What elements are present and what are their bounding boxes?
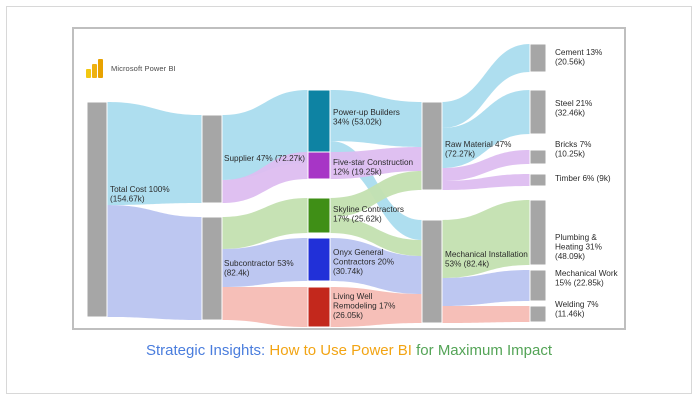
sankey-node-raw_material[interactable] [421, 101, 443, 191]
sankey-node-label-subcontractor: Subcontractor 53% (82.4k) [224, 259, 294, 278]
sankey-node-cement[interactable] [529, 43, 547, 73]
sankey-node-label-supplier: Supplier 47% (72.27k) [224, 154, 305, 163]
sankey-node-label-cement: Cement 13% (20.56k) [555, 48, 602, 67]
sankey-link-subcontractor__onyx[interactable] [222, 238, 308, 287]
sankey-node-label-steel: Steel 21% (32.46k) [555, 99, 592, 118]
sankey-node-bricks[interactable] [529, 149, 547, 165]
caption-segment-1: Strategic Insights: [146, 342, 266, 359]
sankey-node-label-onyx: Onyx General Contractors 20% (30.74k) [333, 248, 394, 276]
sankey-node-label-welding: Welding 7% (11.46k) [555, 300, 599, 319]
sankey-node-label-plumbing: Plumbing & Heating 31% (48.09k) [555, 233, 602, 261]
sankey-ribbon-layer [107, 44, 530, 327]
sankey-node-steel[interactable] [529, 89, 547, 135]
sankey-link-skyline__raw[interactable] [330, 171, 422, 217]
brand-label: Microsoft Power BI [111, 64, 176, 73]
sankey-link-supplier__fivestar[interactable] [222, 152, 308, 203]
sankey-node-label-fivestar: Five-star Construction 12% (19.25k) [333, 158, 414, 177]
caption-segment-3: for Maximum Impact [416, 342, 552, 359]
sankey-node-label-mech_work: Mechanical Work 15% (22.85k) [555, 269, 619, 288]
sankey-node-mech_work[interactable] [529, 269, 547, 302]
power-bi-brand: Microsoft Power BI [86, 59, 176, 78]
sankey-link-total_cost__supplier[interactable] [107, 102, 202, 205]
slide-caption: Strategic Insights: How to Use Power BI … [0, 342, 698, 359]
sankey-link-mech__plumbing[interactable] [442, 200, 530, 278]
sankey-node-label-mech_install: Mechanical Installation 53% (82.4k) [445, 250, 528, 269]
sankey-node-label-powerup: Power-up Builders 34% (53.02k) [333, 108, 400, 127]
sankey-node-subcontractor[interactable] [201, 216, 223, 321]
sankey-node-onyx[interactable] [307, 237, 331, 282]
sankey-node-livingwell[interactable] [307, 286, 331, 328]
sankey-link-raw__timber[interactable] [442, 174, 530, 190]
sankey-chart-card: Microsoft Power BI Total Cost 100% (154.6… [72, 27, 626, 330]
sankey-node-plumbing[interactable] [529, 199, 547, 266]
sankey-node-label-timber: Timber 6% (9k) [555, 174, 611, 183]
sankey-link-subcontractor__livingwell[interactable] [222, 287, 308, 327]
sankey-label-layer: Total Cost 100% (154.67k) Supplier 47% (72… [110, 48, 619, 320]
sankey-node-mech_install[interactable] [421, 219, 443, 324]
sankey-node-timber[interactable] [529, 173, 547, 187]
sankey-link-skyline__mech[interactable] [330, 217, 422, 256]
sankey-link-raw__cement[interactable] [442, 44, 530, 128]
sankey-link-mech__welding[interactable] [442, 306, 530, 323]
sankey-link-powerup__raw[interactable] [330, 90, 422, 147]
power-bi-logo-icon [86, 59, 105, 78]
sankey-node-label-bricks: Bricks 7% (10.25k) [555, 140, 591, 159]
sankey-link-subcontractor__skyline[interactable] [222, 198, 308, 249]
caption-segment-2: How to Use Power BI [269, 342, 412, 359]
sankey-node-label-skyline: Skyline Contractors 17% (25.62k) [333, 205, 404, 224]
sankey-node-label-total_cost: Total Cost 100% (154.67k) [110, 185, 170, 204]
sankey-link-fivestar__raw[interactable] [330, 147, 422, 179]
sankey-node-label-raw_material: Raw Material 47% (72.27k) [445, 140, 511, 159]
sankey-node-supplier[interactable] [201, 114, 223, 204]
sankey-link-raw__bricks[interactable] [442, 150, 530, 181]
sankey-link-onyx__mech[interactable] [330, 238, 422, 294]
sankey-node-total_cost[interactable] [86, 101, 108, 318]
sankey-node-welding[interactable] [529, 305, 547, 323]
sankey-link-mech__mechwork[interactable] [442, 270, 530, 306]
sankey-diagram: Total Cost 100% (154.67k) Supplier 47% (72… [86, 43, 619, 328]
sankey-link-livingwell__mech[interactable] [330, 287, 422, 327]
sankey-node-layer [86, 43, 547, 328]
sankey-node-fivestar[interactable] [307, 151, 331, 180]
sankey-node-label-livingwell: Living Well Remodeling 17% (26.05k) [333, 292, 395, 320]
sankey-link-total_cost__subcontractor[interactable] [107, 205, 202, 320]
sankey-link-raw__steel[interactable] [442, 90, 530, 168]
sankey-node-skyline[interactable] [307, 197, 331, 234]
